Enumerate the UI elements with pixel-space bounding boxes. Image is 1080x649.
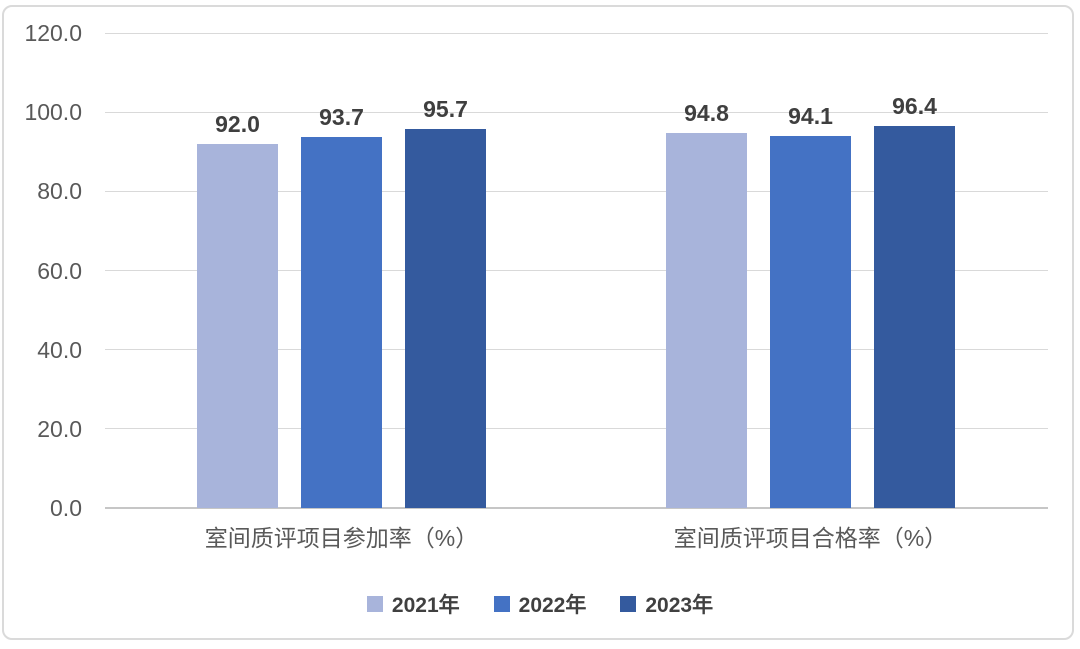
bar-2021年-participation xyxy=(197,143,278,508)
bar-value-label: 93.7 xyxy=(319,104,364,131)
bar-2023年-pass-rate xyxy=(874,126,955,508)
y-axis-tick-label: 80.0 xyxy=(37,178,82,205)
bar-2022年-participation xyxy=(301,137,382,508)
bar-value-label: 94.8 xyxy=(684,99,729,126)
x-axis-baseline xyxy=(105,507,1048,509)
legend-swatch xyxy=(620,596,637,612)
bar-value-label: 92.0 xyxy=(215,110,260,137)
gridline xyxy=(105,111,1048,113)
y-axis-tick-label: 120.0 xyxy=(24,20,82,46)
legend-item-2021年: 2021年 xyxy=(366,589,460,619)
bar-2022年-pass-rate xyxy=(770,135,851,508)
gridline xyxy=(105,190,1048,192)
legend-label: 2022年 xyxy=(518,594,587,617)
bar-value-label: 95.7 xyxy=(423,96,468,123)
gridline xyxy=(105,270,1048,271)
bar-2023年-participation xyxy=(405,129,486,508)
y-axis-tick-label: 40.0 xyxy=(37,336,82,363)
y-axis-tick-label: 60.0 xyxy=(37,257,82,284)
bar-value-label: 96.4 xyxy=(892,93,937,120)
y-axis-tick-label: 100.0 xyxy=(24,99,82,126)
gridline xyxy=(105,349,1048,351)
category-label: 室间质评项目合格率（%） xyxy=(673,525,948,551)
y-axis-tick-label: 0.0 xyxy=(50,495,82,521)
bar-2021年-pass-rate xyxy=(666,132,747,508)
legend-swatch xyxy=(366,596,383,612)
gridline xyxy=(105,428,1048,430)
legend-label: 2023年 xyxy=(645,594,714,617)
legend: 2021年 2022年 2023年 xyxy=(0,589,1080,619)
y-axis-tick-label: 20.0 xyxy=(37,415,82,442)
category-label: 室间质评项目参加率（%） xyxy=(204,525,479,551)
legend-item-2022年: 2022年 xyxy=(493,589,587,619)
legend-item-2023年: 2023年 xyxy=(620,589,713,619)
bar-value-label: 94.1 xyxy=(788,102,833,129)
legend-swatch xyxy=(493,596,510,612)
gridline xyxy=(105,32,1048,34)
legend-label: 2021年 xyxy=(391,594,460,617)
